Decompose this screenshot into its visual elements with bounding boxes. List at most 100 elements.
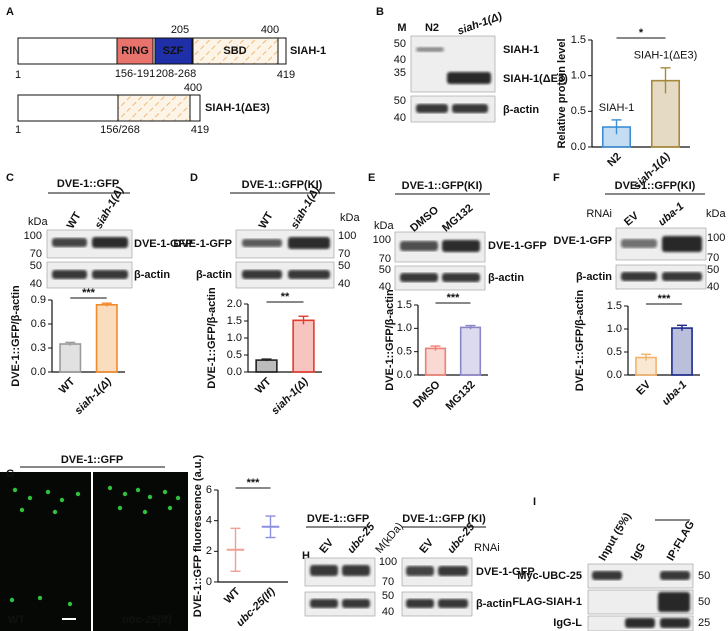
band (400, 273, 438, 282)
label: 50 (394, 95, 406, 107)
band (452, 104, 488, 113)
band (658, 592, 690, 612)
y-tick-label: 1.0 (571, 70, 586, 82)
band (92, 270, 128, 279)
bar-label: SIAH-1 (599, 102, 634, 114)
y-tick-label: 0.3 (31, 342, 46, 354)
label: SIAH-1(ΔE3) (503, 73, 568, 85)
label: 1 (15, 124, 21, 136)
label: 50 (707, 264, 719, 276)
bar (671, 327, 693, 376)
gfp-spot (122, 491, 128, 497)
gfp-spot (175, 495, 181, 501)
label: β-actin (576, 271, 612, 283)
label: 400 (184, 82, 202, 94)
label: EV (417, 536, 436, 555)
gfp-spot (162, 489, 168, 495)
significance: * (639, 27, 644, 39)
label: 70 (30, 248, 42, 260)
y-tick-label: 1.0 (607, 323, 622, 335)
label: IgG-L (553, 617, 582, 629)
x-tick-label: MG132 (444, 379, 478, 413)
label: 40 (338, 278, 350, 290)
label: 100 (707, 232, 725, 244)
y-tick-label: 2.0 (227, 298, 242, 310)
band (416, 104, 448, 113)
y-tick-label: 6 (206, 484, 212, 496)
x-tick-label: siah-1(Δ) (269, 375, 311, 417)
label: 50 (394, 38, 406, 50)
label: 35 (394, 67, 406, 79)
gfp-spot (117, 505, 123, 511)
label: DVE-1-GFP (488, 240, 547, 252)
band (438, 599, 468, 608)
label: ubc-25 (445, 520, 478, 556)
label: 70 (382, 576, 394, 588)
band (242, 270, 282, 279)
label: 70 (707, 252, 719, 264)
y-tick-label: 1.5 (607, 300, 622, 312)
label: 40 (394, 54, 406, 66)
label: 40 (394, 112, 406, 124)
label: RING (121, 45, 149, 57)
label: RNAi (474, 542, 500, 554)
label: SIAH-1(ΔE3) (205, 102, 270, 114)
y-axis-label: Relative protein level (556, 38, 568, 148)
x-tick-label: DMSO (411, 378, 443, 410)
y-tick-label: 0.5 (397, 346, 412, 358)
label: DVE-1::GFP(KI) (402, 180, 483, 192)
szf (154, 37, 193, 65)
band (442, 240, 480, 252)
band (52, 270, 87, 279)
label: 50 (382, 590, 394, 602)
band (288, 270, 330, 279)
y-tick-label: 0.9 (31, 294, 46, 306)
bar (255, 359, 278, 373)
y-tick-label: 0.0 (607, 369, 622, 381)
band (621, 272, 657, 281)
label: M (397, 22, 406, 34)
label: 40 (30, 278, 42, 290)
label: 40 (707, 281, 719, 293)
band (406, 566, 434, 576)
gfp-spot (59, 497, 65, 503)
y-tick-label: 0.5 (227, 349, 242, 361)
label: 50 (30, 260, 42, 272)
label: kDa (706, 208, 726, 220)
y-tick-label: 0.5 (607, 346, 622, 358)
label: 100 (24, 230, 42, 242)
bar (95, 303, 118, 373)
band (660, 571, 690, 580)
y-tick-label: 2 (206, 545, 212, 557)
panel-letter: A (6, 6, 14, 18)
y-tick-label: 1.0 (227, 332, 242, 344)
label: Myc-UBC-25 (517, 570, 582, 582)
label: kDa (374, 220, 394, 232)
panel-letter: E (368, 172, 375, 184)
label: DVE-1-GFP (173, 238, 232, 250)
label: DVE-1::GFP(KI) (615, 180, 696, 192)
panel-letter: B (376, 6, 384, 18)
y-axis-label: DVE-1::GFP/β-actin (10, 285, 22, 387)
band (660, 618, 690, 628)
label: 419 (277, 69, 295, 81)
label: 156/268 (100, 124, 140, 136)
label: 50 (379, 264, 391, 276)
y-tick-label: 1.5 (227, 315, 242, 327)
panel-letter: D (190, 172, 198, 184)
label: kDa (340, 212, 360, 224)
sbd (192, 37, 279, 65)
label: siah-1(Δ) (289, 184, 323, 231)
label: DVE-1::GFP (KI) (402, 513, 486, 525)
label: SZF (163, 45, 184, 57)
label: IP:FLAG (665, 519, 697, 563)
band (342, 599, 370, 608)
y-tick-label: 1.0 (397, 322, 412, 334)
label: IgG (629, 541, 649, 563)
label: DVE-1::GFP (307, 513, 369, 525)
label: 100 (379, 556, 397, 568)
y-tick-label: 0.6 (31, 318, 46, 330)
band (242, 239, 282, 247)
label: 40 (379, 281, 391, 293)
